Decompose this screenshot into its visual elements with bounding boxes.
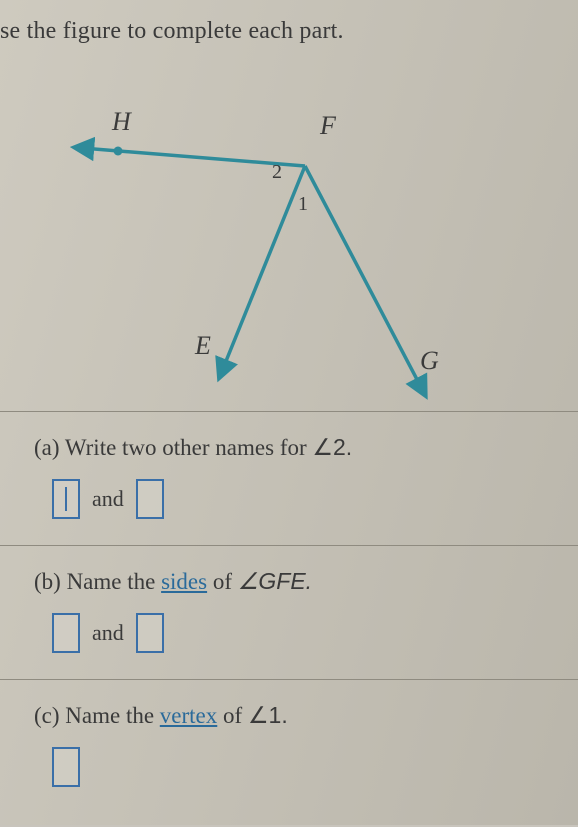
qc-prefix: (c) Name the [34,703,160,728]
qa-angle: ∠2. [312,434,352,460]
qb-answer-box-2[interactable] [136,613,164,653]
qc-mid: of [217,703,248,728]
qa-answer-box-2[interactable] [136,479,164,519]
question-b: (b) Name the sides of ∠GFE. and [0,546,578,680]
qb-prefix: (b) Name the [34,569,161,594]
instruction-text: se the figure to complete each part. [0,18,578,45]
question-a: (a) Write two other names for ∠2. and [0,412,578,546]
qb-angle: ∠GFE. [238,568,312,594]
qa-and: and [90,486,126,512]
geometry-figure: H F E G 2 1 [0,51,578,411]
point-h-dot [114,147,123,156]
worksheet-page: se the figure to complete each part. H F… [0,0,578,825]
question-c: (c) Name the vertex of ∠1. [0,680,578,827]
qb-answer-box-1[interactable] [52,613,80,653]
qa-prefix: (a) Write two other names for [34,435,312,460]
qb-and: and [90,620,126,646]
label-e: E [195,331,211,361]
question-a-text: (a) Write two other names for ∠2. [34,434,558,461]
qc-angle: ∠1. [248,702,288,728]
qb-link[interactable]: sides [161,569,207,594]
angle-label-1: 1 [298,193,308,216]
question-b-text: (b) Name the sides of ∠GFE. [34,568,558,595]
qa-answer-line: and [34,479,558,519]
qc-answer-line [34,747,558,787]
qb-answer-line: and [34,613,558,653]
label-h: H [112,107,131,137]
qb-mid: of [207,569,238,594]
angle-label-2: 2 [272,161,282,184]
qa-answer-box-1[interactable] [52,479,80,519]
label-f: F [320,111,336,141]
ray-fg [305,166,422,389]
figure-svg [0,51,578,411]
qc-answer-box-1[interactable] [52,747,80,787]
qc-link[interactable]: vertex [160,703,217,728]
label-g: G [420,346,439,376]
ray-fe [222,166,305,371]
questions-block: (a) Write two other names for ∠2. and (b… [0,411,578,827]
question-c-text: (c) Name the vertex of ∠1. [34,702,558,729]
